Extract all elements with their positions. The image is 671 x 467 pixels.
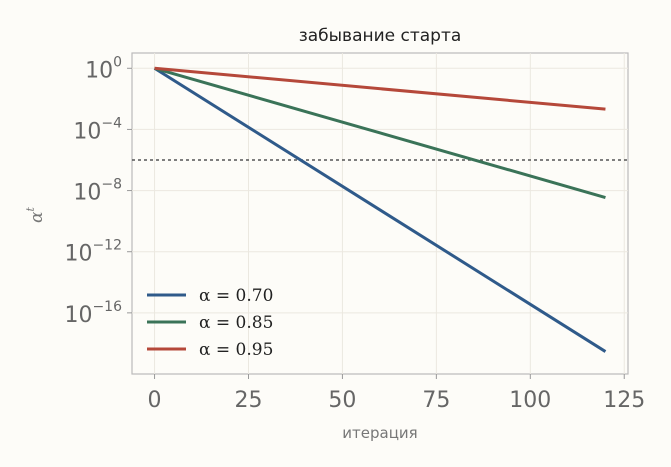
legend-label: α = 0.85 <box>199 313 273 333</box>
x-tick-label: 50 <box>328 388 356 413</box>
series-line <box>154 66 606 199</box>
legend-label: α = 0.70 <box>199 286 273 306</box>
y-tick-label: 10−8 <box>73 177 122 206</box>
y-tick-label: 10−12 <box>64 238 122 267</box>
y-axis-label-exponent: t <box>24 206 37 211</box>
y-axis-label: αt <box>24 206 47 222</box>
x-tick-label: 25 <box>234 388 262 413</box>
series-line <box>153 67 607 353</box>
y-tick-label: 100 <box>85 54 122 83</box>
x-tick-label: 0 <box>148 388 162 413</box>
x-tick-label: 75 <box>422 388 450 413</box>
x-axis-label: итерация <box>342 424 417 442</box>
y-tick-label-exponent: −8 <box>101 177 122 193</box>
legend-label: α = 0.95 <box>199 340 273 360</box>
series-group <box>153 66 607 353</box>
y-tick-label-exponent: −16 <box>92 299 122 315</box>
y-tick-label-base: 10 <box>64 303 92 328</box>
y-tick-label-exponent: 0 <box>113 54 122 70</box>
x-tick-label: 100 <box>509 388 551 413</box>
x-axis-ticks: 0 25 50 75 100 125 <box>148 374 645 413</box>
x-tick-label: 125 <box>603 388 645 413</box>
y-tick-label-base: 10 <box>64 242 92 267</box>
y-tick-label: 10−4 <box>73 115 122 144</box>
y-tick-label-base: 10 <box>85 58 113 83</box>
legend: α = 0.70 α = 0.85 α = 0.95 <box>147 286 273 360</box>
y-axis-label-base: α <box>27 211 47 223</box>
y-tick-label-base: 10 <box>73 181 101 206</box>
y-tick-label: 10−16 <box>64 299 122 328</box>
series-line <box>154 66 606 111</box>
chart-title: забывание старта <box>299 26 462 46</box>
y-tick-label-exponent: −4 <box>101 115 122 131</box>
y-tick-label-exponent: −12 <box>92 238 122 254</box>
y-tick-label-base: 10 <box>73 119 101 144</box>
